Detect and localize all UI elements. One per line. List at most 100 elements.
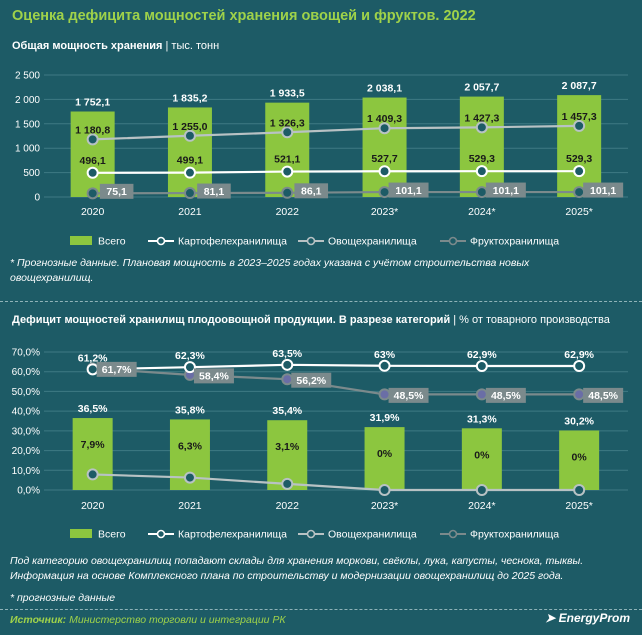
data-label: 61,2% bbox=[78, 352, 108, 364]
data-label-box bbox=[583, 387, 624, 403]
data-label: 101,1 bbox=[590, 185, 616, 197]
y-tick-label: 50,0% bbox=[12, 387, 40, 398]
data-label: 496,1 bbox=[80, 155, 106, 167]
bar-total-2024* bbox=[459, 96, 504, 197]
series-marker-1 bbox=[475, 165, 488, 178]
series-marker-1 bbox=[86, 166, 99, 179]
data-label: 1 326,3 bbox=[270, 117, 305, 129]
data-label: 101,1 bbox=[395, 185, 421, 197]
series-marker-1 bbox=[86, 363, 99, 376]
legend-label: Овощехранилища bbox=[328, 236, 417, 248]
x-tick-label: 2024* bbox=[468, 206, 495, 218]
data-label: 1 835,2 bbox=[172, 92, 207, 104]
data-label-box bbox=[99, 183, 134, 199]
data-label: 56,2% bbox=[296, 375, 326, 387]
series-marker-2 bbox=[281, 477, 294, 490]
data-label-box bbox=[485, 182, 526, 198]
footer-divider bbox=[0, 609, 642, 610]
y-tick-label: 30,0% bbox=[12, 426, 40, 437]
x-tick-label: 2020 bbox=[81, 206, 105, 218]
x-tick-label: 2025* bbox=[565, 206, 592, 218]
data-label: 75,1 bbox=[106, 186, 127, 198]
data-label: 48,5% bbox=[588, 390, 618, 402]
logo-icon: ➤ bbox=[545, 611, 556, 625]
chart2-footnote: Под категорию овощехранилищ попадают скл… bbox=[10, 555, 584, 582]
legend-swatch-marker bbox=[448, 236, 458, 246]
y-tick-label: 500 bbox=[23, 168, 40, 179]
storage-capacity-chart: 0 500 1 000 1 500 2 000 2 500 2020 2021 2022 2023… bbox=[15, 71, 628, 248]
data-label: 62,3% bbox=[175, 350, 205, 362]
data-label: 35,8% bbox=[175, 404, 205, 416]
x-tick-label: 2023* bbox=[371, 500, 398, 512]
data-label-box bbox=[485, 387, 526, 403]
x-tick-label: 2025* bbox=[565, 500, 592, 512]
y-tick-label: 2 000 bbox=[15, 95, 40, 106]
data-label: 529,3 bbox=[566, 153, 592, 165]
series-marker-1 bbox=[573, 359, 586, 372]
y-tick-label: 70,0% bbox=[12, 348, 40, 359]
series-marker-2 bbox=[281, 126, 294, 139]
y-tick-label: 10,0% bbox=[12, 466, 40, 477]
series-marker-2 bbox=[86, 468, 99, 481]
data-label: 62,9% bbox=[467, 349, 497, 361]
series-marker-1 bbox=[573, 165, 586, 178]
data-label: 63,5% bbox=[272, 348, 302, 360]
data-label: 2 057,7 bbox=[464, 82, 499, 94]
data-label: 527,7 bbox=[371, 153, 397, 165]
series-marker-1 bbox=[475, 359, 488, 372]
series-marker-3 bbox=[573, 388, 586, 401]
series-marker-3 bbox=[183, 187, 196, 200]
page-title: Оценка дефицита мощностей хранения овоще… bbox=[12, 8, 476, 24]
data-label: 1 409,3 bbox=[367, 113, 402, 125]
chart2-title-unit: | % от товарного производства bbox=[453, 314, 610, 326]
series-marker-3 bbox=[378, 186, 391, 199]
data-label: 1 457,3 bbox=[562, 111, 597, 123]
series-marker-3 bbox=[281, 186, 294, 199]
bar-total-2021 bbox=[167, 107, 212, 197]
bar-total-2023* bbox=[362, 97, 407, 197]
data-label-box bbox=[193, 368, 234, 384]
series-marker-3 bbox=[86, 187, 99, 200]
legend-label: Овощехранилища bbox=[328, 529, 417, 541]
y-tick-label: 2 500 bbox=[15, 71, 40, 82]
bar-total-2023* bbox=[364, 427, 405, 490]
source-label: Источник: bbox=[10, 614, 67, 626]
series-marker-3 bbox=[573, 186, 586, 199]
series-line-1 bbox=[92, 170, 580, 174]
data-label: 62,9% bbox=[564, 349, 594, 361]
x-tick-label: 2024* bbox=[468, 500, 495, 512]
legend-label: Картофелехранилища bbox=[178, 236, 287, 248]
chart1-title: Общая мощность хранения | тыс. тонн bbox=[12, 40, 219, 52]
x-tick-label: 2022 bbox=[276, 206, 300, 218]
data-label: 31,9% bbox=[370, 412, 400, 424]
data-label-box bbox=[388, 387, 429, 403]
data-label: 31,3% bbox=[467, 413, 497, 425]
chart1-title-main: Общая мощность хранения bbox=[12, 40, 163, 52]
series-marker-2 bbox=[475, 121, 488, 134]
data-label: 0% bbox=[474, 449, 490, 461]
series-marker-2 bbox=[86, 133, 99, 146]
x-tick-label: 2020 bbox=[81, 500, 105, 512]
series-marker-1 bbox=[378, 165, 391, 178]
legend-swatch-marker bbox=[306, 236, 316, 246]
forecast-footnote: * прогнозные данные bbox=[10, 592, 116, 604]
data-label: 499,1 bbox=[177, 155, 203, 167]
data-label: 2 087,7 bbox=[562, 80, 597, 92]
legend-label: Картофелехранилища bbox=[178, 529, 287, 541]
data-label: 1 180,8 bbox=[75, 124, 110, 136]
data-label: 101,1 bbox=[493, 185, 519, 197]
data-label-box bbox=[583, 182, 624, 198]
data-label-box bbox=[294, 183, 329, 199]
data-label-box bbox=[388, 182, 429, 198]
x-tick-label: 2021 bbox=[178, 500, 202, 512]
legend-label: Фруктохранилища bbox=[470, 529, 559, 541]
data-label: 1 752,1 bbox=[75, 96, 110, 108]
legend-label: Всего bbox=[98, 529, 126, 541]
data-label-box bbox=[291, 372, 332, 388]
y-tick-label: 0,0% bbox=[17, 486, 40, 497]
legend-label: Фруктохранилища bbox=[470, 236, 559, 248]
series-marker-1 bbox=[183, 361, 196, 374]
x-tick-label: 2023* bbox=[371, 206, 398, 218]
bar-total-2024* bbox=[461, 428, 502, 490]
data-label: 7,9% bbox=[81, 439, 106, 451]
